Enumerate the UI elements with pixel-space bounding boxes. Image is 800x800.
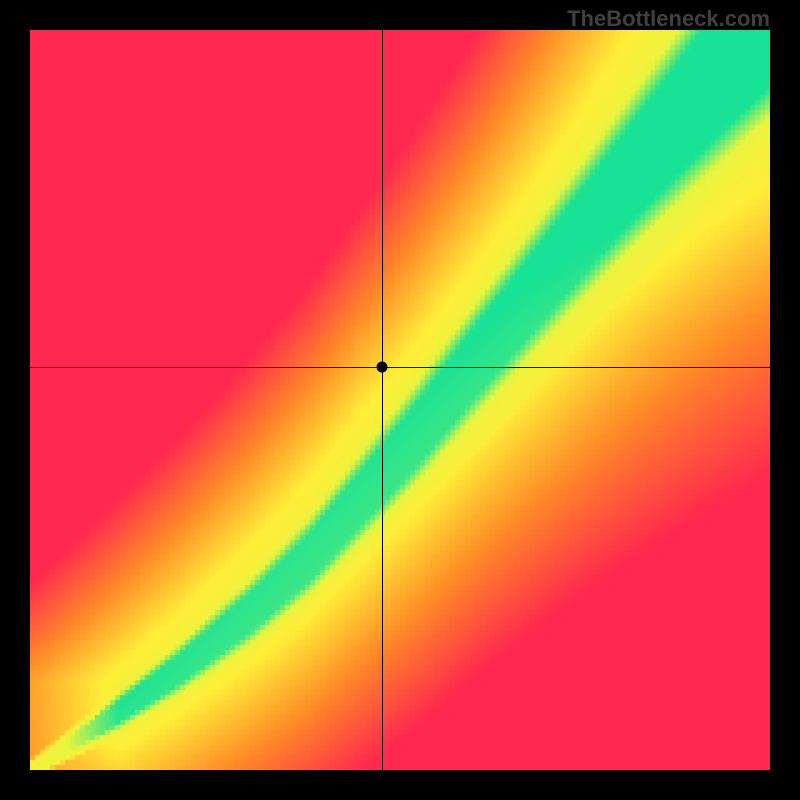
data-point-marker [376, 361, 387, 372]
chart-container: TheBottleneck.com [0, 0, 800, 800]
watermark-text: TheBottleneck.com [567, 6, 770, 32]
crosshair-vertical [382, 30, 383, 770]
crosshair-horizontal [30, 367, 770, 368]
heatmap-canvas [30, 30, 770, 770]
